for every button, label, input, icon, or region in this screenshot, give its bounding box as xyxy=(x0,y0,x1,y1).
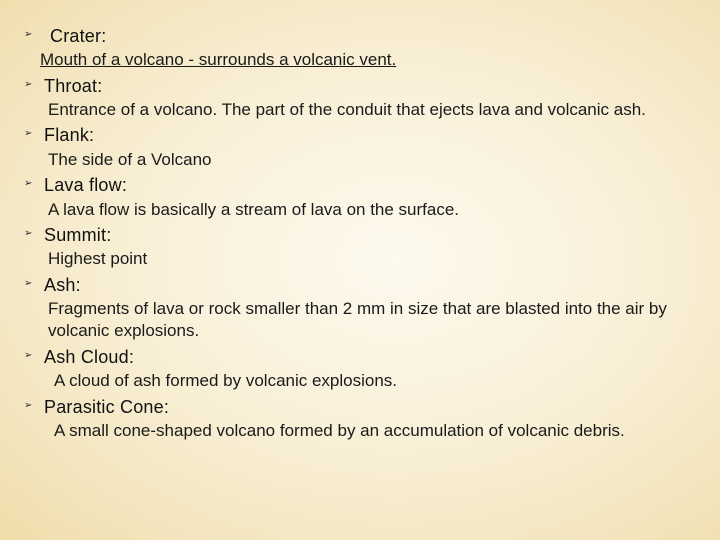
bullet-icon: ➢ xyxy=(24,228,32,239)
list-item: ➢ Ash: Fragments of lava or rock smaller… xyxy=(44,273,692,343)
list-item: ➢ Ash Cloud: A cloud of ash formed by vo… xyxy=(44,345,692,393)
term-label: Lava flow: xyxy=(44,175,127,195)
term-label: Ash: xyxy=(44,275,81,295)
bullet-icon: ➢ xyxy=(24,178,32,189)
definition-text: Entrance of a volcano. The part of the c… xyxy=(48,99,692,121)
list-item: ➢ Throat: Entrance of a volcano. The par… xyxy=(44,74,692,122)
definition-text: Fragments of lava or rock smaller than 2… xyxy=(48,298,692,343)
list-item: ➢ Lava flow: A lava flow is basically a … xyxy=(44,173,692,221)
term-label: Summit: xyxy=(44,225,111,245)
list-item: ➢ Crater: Mouth of a volcano - surrounds… xyxy=(44,24,692,72)
term-label: Flank: xyxy=(44,125,94,145)
bullet-icon: ➢ xyxy=(24,29,32,40)
bullet-icon: ➢ xyxy=(24,128,32,139)
term-label: Crater: xyxy=(50,26,106,46)
term-label: Parasitic Cone: xyxy=(44,397,169,417)
term-label: Ash Cloud: xyxy=(44,347,134,367)
list-item: ➢ Parasitic Cone: A small cone-shaped vo… xyxy=(44,395,692,443)
definition-text: The side of a Volcano xyxy=(48,149,692,171)
definition-list: ➢ Crater: Mouth of a volcano - surrounds… xyxy=(44,24,692,442)
definition-text: A small cone-shaped volcano formed by an… xyxy=(54,420,692,442)
list-item: ➢ Summit: Highest point xyxy=(44,223,692,271)
definition-text: A cloud of ash formed by volcanic explos… xyxy=(54,370,692,392)
definition-text: Mouth of a volcano - surrounds a volcani… xyxy=(40,49,692,71)
bullet-icon: ➢ xyxy=(24,400,32,411)
term-label: Throat: xyxy=(44,76,102,96)
bullet-icon: ➢ xyxy=(24,350,32,361)
bullet-icon: ➢ xyxy=(24,278,32,289)
list-item: ➢ Flank: The side of a Volcano xyxy=(44,123,692,171)
bullet-icon: ➢ xyxy=(24,79,32,90)
definition-text: A lava flow is basically a stream of lav… xyxy=(48,199,692,221)
definition-text: Highest point xyxy=(48,248,692,270)
